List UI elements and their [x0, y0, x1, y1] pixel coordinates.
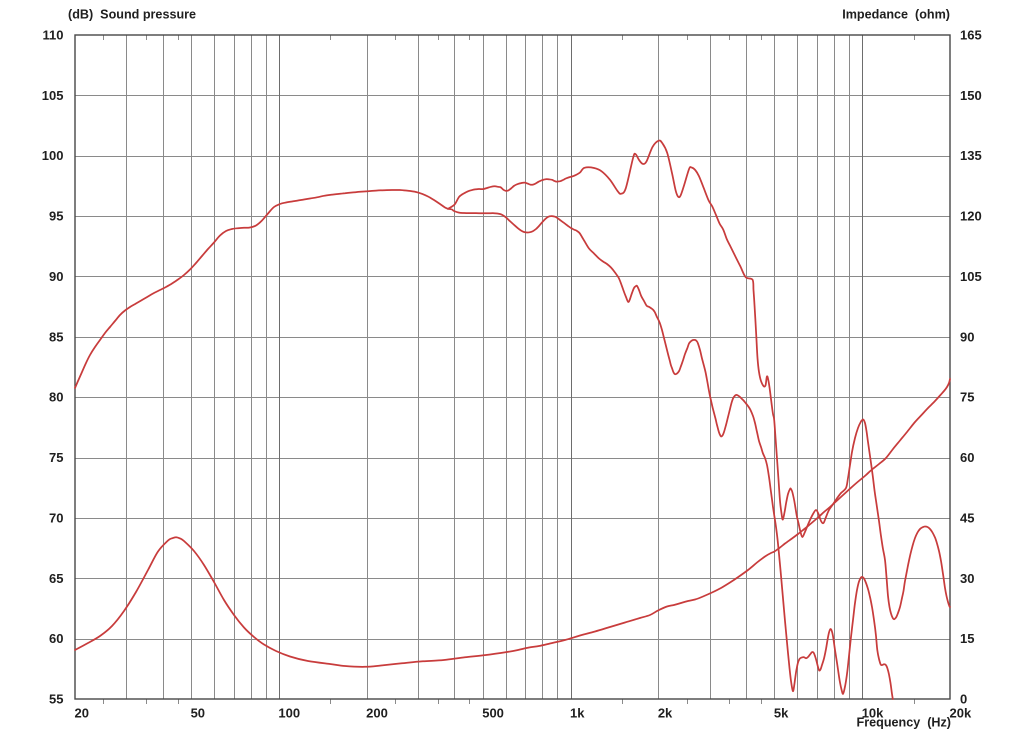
- svg-text:165: 165: [960, 28, 982, 43]
- svg-text:65: 65: [49, 571, 63, 586]
- svg-text:Frequency (Hz): Frequency (Hz): [857, 716, 951, 730]
- svg-text:20k: 20k: [950, 706, 972, 721]
- svg-text:(dB) Sound pressure: (dB) Sound pressure: [68, 8, 196, 22]
- svg-text:15: 15: [960, 631, 974, 646]
- svg-text:500: 500: [482, 706, 504, 721]
- svg-text:150: 150: [960, 88, 982, 103]
- svg-text:30: 30: [960, 571, 974, 586]
- svg-text:55: 55: [49, 692, 63, 707]
- svg-text:120: 120: [960, 209, 982, 224]
- svg-text:10k: 10k: [862, 706, 884, 721]
- svg-text:Impedance (ohm): Impedance (ohm): [842, 8, 950, 22]
- svg-text:45: 45: [960, 510, 974, 525]
- svg-text:90: 90: [960, 329, 974, 344]
- svg-text:50: 50: [191, 706, 205, 721]
- svg-text:105: 105: [42, 88, 64, 103]
- svg-text:5k: 5k: [774, 706, 789, 721]
- svg-text:70: 70: [49, 510, 63, 525]
- svg-text:90: 90: [49, 269, 63, 284]
- svg-text:200: 200: [366, 706, 388, 721]
- svg-text:20: 20: [75, 706, 89, 721]
- svg-text:75: 75: [49, 450, 63, 465]
- svg-text:60: 60: [49, 631, 63, 646]
- svg-text:60: 60: [960, 450, 974, 465]
- svg-text:100: 100: [42, 148, 64, 163]
- svg-text:80: 80: [49, 390, 63, 405]
- svg-text:135: 135: [960, 148, 982, 163]
- svg-text:105: 105: [960, 269, 982, 284]
- svg-text:2k: 2k: [658, 706, 673, 721]
- svg-text:95: 95: [49, 209, 63, 224]
- svg-text:75: 75: [960, 390, 974, 405]
- svg-text:85: 85: [49, 329, 63, 344]
- svg-text:1k: 1k: [570, 706, 585, 721]
- svg-text:0: 0: [960, 692, 967, 707]
- svg-text:110: 110: [43, 28, 64, 43]
- svg-text:100: 100: [278, 706, 300, 721]
